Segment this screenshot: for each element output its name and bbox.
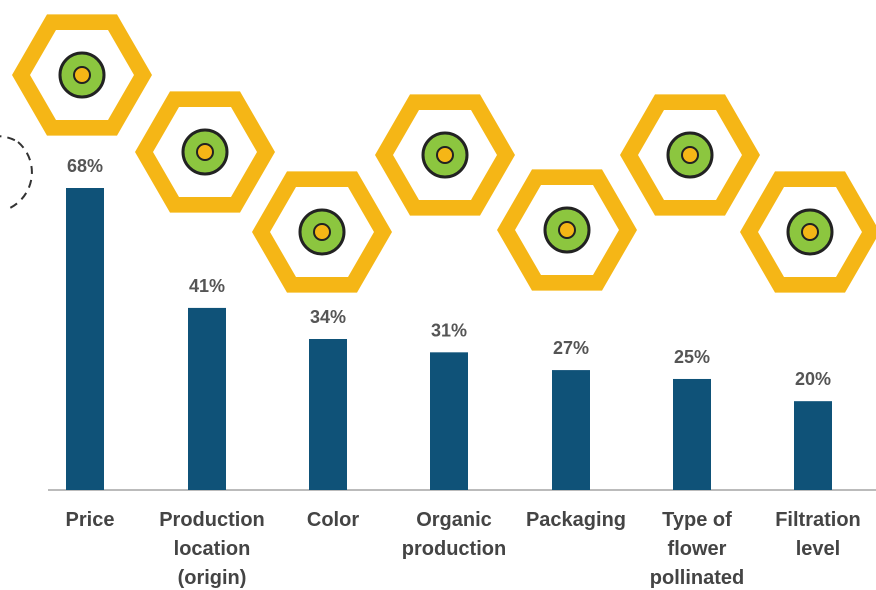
icon-dot — [313, 223, 331, 241]
bar — [309, 339, 347, 490]
value-label: 34% — [310, 307, 346, 327]
icon-dot — [73, 66, 91, 84]
category-label: Color — [306, 509, 360, 531]
category-label: Price — [65, 509, 115, 531]
bar — [673, 378, 711, 490]
category-label: Filtration level — [775, 509, 861, 560]
bar — [188, 307, 226, 490]
bar — [66, 188, 104, 490]
hexagon-badge — [620, 94, 760, 216]
icon-dot — [801, 223, 819, 241]
hexagon-badge — [135, 91, 275, 213]
category-label: Packaging — [525, 509, 627, 531]
value-label: 20% — [795, 369, 831, 389]
value-label: 31% — [431, 320, 467, 340]
hexagon-badge — [252, 171, 392, 293]
value-label: 68% — [67, 156, 103, 176]
hexagon-badge — [375, 94, 515, 216]
hexagon-badge — [740, 171, 876, 293]
bar — [794, 401, 832, 490]
icon-dot — [558, 221, 576, 239]
icon-dot — [196, 143, 214, 161]
value-label: 25% — [674, 347, 710, 367]
decor-circle — [0, 135, 33, 209]
icon-dot — [436, 146, 454, 164]
value-label: 27% — [553, 338, 589, 358]
bar — [552, 370, 590, 490]
hexagon-badge — [497, 169, 637, 291]
category-label: Organic production — [401, 509, 507, 560]
value-label: 41% — [189, 276, 225, 296]
bar — [430, 352, 468, 490]
category-label: Production location (origin) — [159, 509, 265, 589]
hexagon-badge — [12, 14, 152, 136]
category-label: Type of flower pollinated — [649, 509, 745, 589]
icon-dot — [681, 146, 699, 164]
